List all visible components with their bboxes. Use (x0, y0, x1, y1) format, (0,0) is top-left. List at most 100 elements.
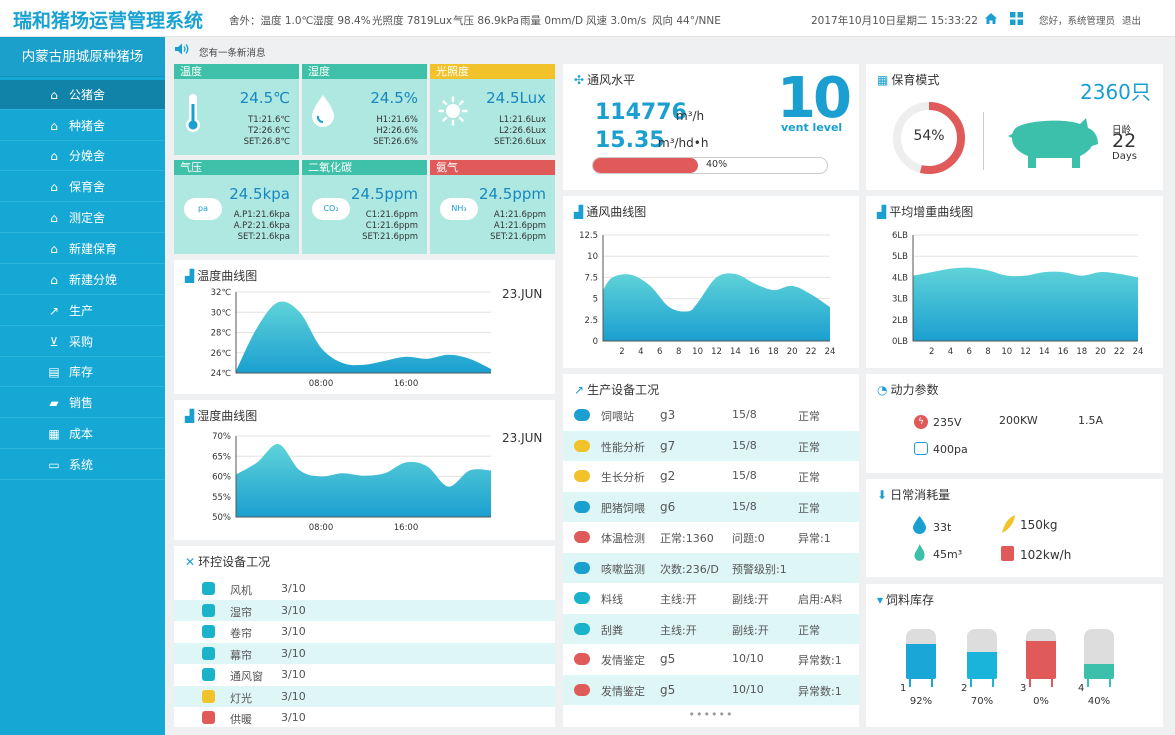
sidebar-item-breeding-house[interactable]: ⌂ 种猪舍 (0, 111, 165, 141)
sensor-tile-co2[interactable]: 二氧化碳 CO₂ 24.5ppm C1:21.6ppm C1:21.6ppm S… (302, 160, 427, 254)
home-icon: ⌂ (50, 149, 58, 163)
sidebar-item-cost[interactable]: ▦ 成本 (0, 419, 165, 449)
sidebar-item-farrowing-house[interactable]: ⌂ 分娩舍 (0, 141, 165, 171)
production-panel: ↗ 生产设备工况 饲喂站 g3 15/8 正常 性能分析 g7 15/8 正常 生长分析 g2 15/… (563, 374, 859, 727)
humidity-chart-panel: ▟ 湿度曲线图 23.JUN 70% 65% 60% 55% 50% 08:00 16:00 (174, 400, 555, 540)
env-device-row[interactable]: 供暖 3/10 (174, 707, 555, 728)
weather-light: 光照度 7819Lux (372, 15, 453, 27)
equipment-name: 饲喂站 (601, 410, 634, 423)
x-tick-label: 08:00 (309, 379, 334, 389)
silo-line-icon (574, 592, 590, 604)
sensor-line: L2:26.6Lux (499, 126, 546, 136)
sidebar-item-production[interactable]: ↗ 生产 (0, 296, 165, 326)
user-greeting[interactable]: 您好，系统管理员 (1039, 16, 1116, 27)
axis-line (912, 235, 1138, 342)
sensor-tile-temperature[interactable]: 温度 24.5℃ T1:21.6℃ T2:26.6℃ SET:26.8℃ (174, 64, 299, 155)
equipment-value: 10/10 (732, 652, 764, 665)
pagination-dots[interactable]: •••••• (688, 708, 734, 721)
x-tick-label: 18 (1076, 347, 1087, 357)
silo[interactable] (1026, 629, 1056, 687)
thermo-icon (574, 531, 590, 543)
sensor-line: SET:26.6% (373, 137, 418, 147)
sensor-tile-light[interactable]: 光照度 24.5Lux L1:21.6Lux L2:26.6Lux SET:26… (430, 64, 555, 155)
area-series (913, 267, 1138, 341)
sidebar-item-new-nursery[interactable]: ⌂ 新建保育 (0, 234, 165, 264)
equipment-value: g5 (660, 652, 676, 666)
age-label: 日龄 (1112, 125, 1132, 136)
env-device-row[interactable]: 风机 3/10 (174, 578, 555, 599)
silo[interactable] (906, 629, 936, 687)
co2-cloud-icon: CO₂ (312, 198, 350, 220)
env-device-row[interactable]: 湿帘 3/10 (174, 599, 555, 621)
y-tick-label: 2LB (892, 316, 908, 326)
sensor-tile-humidity[interactable]: 湿度 24.5% H1:21.6% H2:26.6% SET:26.6% (302, 64, 427, 155)
pressure-value: 400pa (933, 443, 968, 456)
equipment-value: 副线:开 (732, 593, 769, 606)
silo[interactable] (967, 629, 997, 687)
pie-icon (574, 439, 590, 452)
y-tick-label: 5 (593, 295, 598, 305)
sensor-tile-pressure[interactable]: 气压 pa 24.5kpa A.P1:21.6kpa A.P2:21.6kpa … (174, 160, 299, 254)
production-row[interactable]: 发情鉴定 g5 10/10 异常数:1 (563, 644, 859, 674)
production-row[interactable]: 饲喂站 g3 15/8 正常 (563, 400, 859, 430)
sensor-line: A1:21.6ppm (493, 210, 546, 220)
equipment-name: 体温检测 (601, 532, 645, 545)
sidebar-item-boar-house[interactable]: ⌂ 公猪舍 (0, 80, 165, 110)
farm-name[interactable]: 内蒙古朋城原种猪场 (0, 37, 165, 77)
equipment-value: 次数:236/D (660, 562, 719, 576)
sensor-tile-ammonia[interactable]: 氨气 NH₃ 24.5ppm A1:21.6ppm A1:21.6ppm SET… (430, 160, 555, 254)
bar-chart-icon: ▟ (574, 205, 584, 219)
logout-link[interactable]: 退出 (1122, 16, 1142, 27)
sensor-line: SET:26.8℃ (243, 137, 290, 147)
area-series (236, 301, 491, 373)
electricity-consumption: 102kw/h (1020, 548, 1072, 562)
truck-icon: ▰ (49, 396, 59, 410)
x-tick-label: 14 (1039, 347, 1050, 357)
production-row[interactable]: 体温检测 正常:1360 问题:0 异常:1 (563, 522, 859, 552)
speaker-icon[interactable] (174, 42, 190, 56)
line-chart-icon: ↗ (48, 304, 60, 318)
env-device-row[interactable]: 灯光 3/10 (174, 685, 555, 707)
home-icon[interactable] (984, 12, 998, 28)
sidebar-item-system[interactable]: ▭ 系统 (0, 450, 165, 480)
production-row[interactable]: 肥猪饲喂 g6 15/8 正常 (563, 491, 859, 522)
sidebar-item-testing-house[interactable]: ⌂ 测定舍 (0, 203, 165, 233)
sidebar-item-new-farrowing[interactable]: ⌂ 新建分娩 (0, 265, 165, 295)
sun-icon (438, 96, 468, 129)
sidebar-item-nursery-house[interactable]: ⌂ 保育舍 (0, 172, 165, 202)
production-row[interactable]: 生长分析 g2 15/8 正常 (563, 461, 859, 491)
x-tick-label: 22 (1114, 347, 1125, 357)
x-tick-label: 24 (825, 347, 836, 357)
sidebar-item-inventory[interactable]: ▤ 库存 (0, 357, 165, 387)
silo-legs (909, 679, 933, 687)
env-device-row[interactable]: 通风窗 3/10 (174, 664, 555, 685)
production-row[interactable]: 性能分析 g7 15/8 正常 (563, 430, 859, 461)
notice-message[interactable]: 您有一条新消息 (199, 48, 266, 59)
power-panel: ◔ 动力参数 ϟ 235V 200KW 1.5A 400pa (866, 374, 1163, 473)
panel-title: ▟ 湿度曲线图 (185, 409, 258, 423)
tools-icon: ✕ (185, 555, 196, 569)
humidity-chart: 70% 65% 60% 55% 50% 08:00 16:00 (212, 432, 491, 533)
equipment-value: g6 (660, 499, 676, 514)
ventilation-panel: ✣ 通风水平 114776 m³/h 15.35 m³/hd•h 10 vent … (563, 64, 859, 190)
monitor-icon: ▭ (48, 458, 60, 472)
env-device-row[interactable]: 卷帘 3/10 (174, 621, 555, 642)
x-tick-label: 6 (967, 347, 972, 357)
production-row[interactable]: 刮粪 主线:开 副线:开 正常 (563, 613, 859, 644)
production-row[interactable]: 咳嗽监测 次数:236/D 预警级别:1 (563, 552, 859, 583)
y-tick-label: 0 (593, 337, 598, 347)
sidebar-item-purchase[interactable]: ⊻ 采购 (0, 327, 165, 357)
production-row[interactable]: 发情鉴定 g5 10/10 异常数:1 (563, 674, 859, 705)
sidebar-item-sales[interactable]: ▰ 销售 (0, 388, 165, 418)
production-row[interactable]: 料线 主线:开 副线:开 启用:A料 (563, 583, 859, 613)
silo-percent: 40% (1087, 696, 1111, 707)
equipment-value: 15/8 (732, 469, 757, 482)
grid-icon[interactable] (1010, 12, 1023, 28)
y-tick-label: 7.5 (584, 273, 598, 283)
device-name: 供暖 (230, 713, 252, 726)
x-tick-label: 16 (749, 347, 760, 357)
nursery-gauge (893, 102, 965, 174)
env-device-row[interactable]: 幕帘 3/10 (174, 642, 555, 664)
silo[interactable] (1084, 629, 1114, 687)
